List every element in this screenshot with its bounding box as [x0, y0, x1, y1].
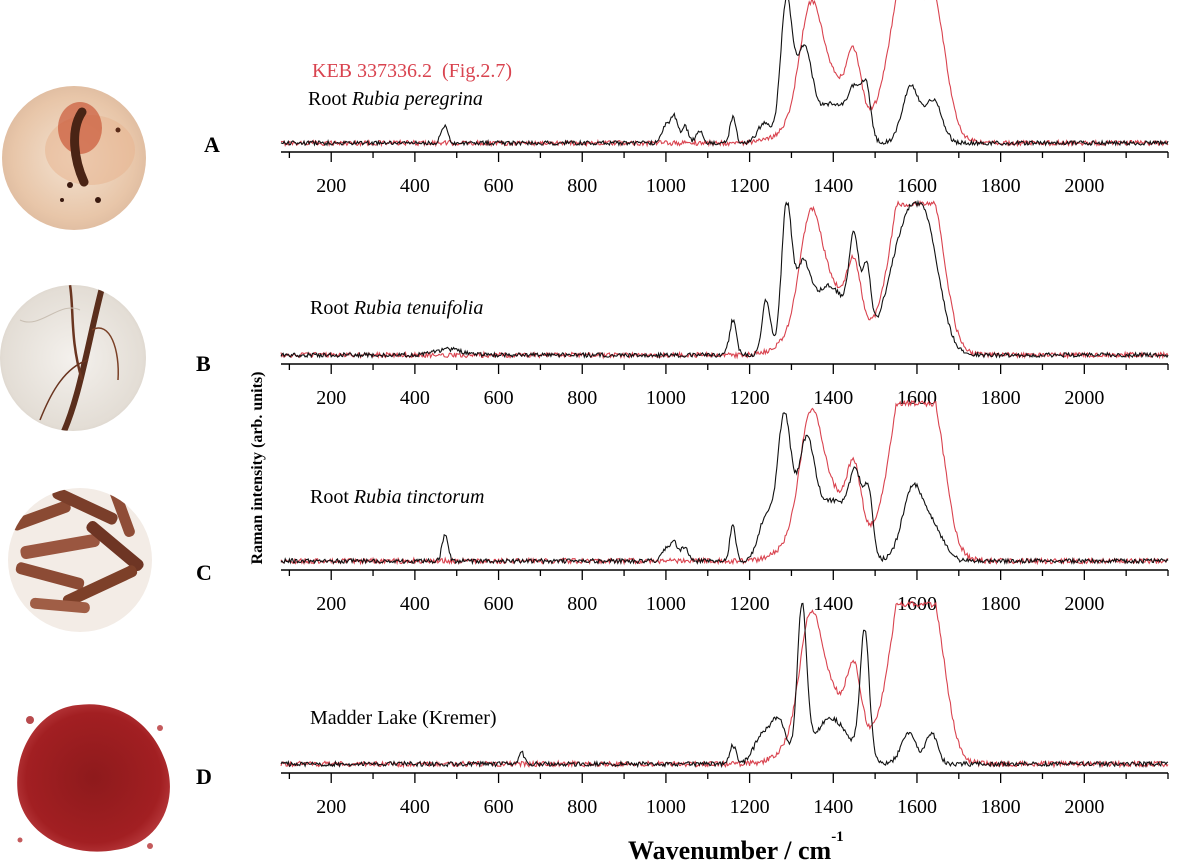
x-axis-label-text: Wavenumber / cm [628, 836, 832, 865]
panel-c-sample-trace [280, 399, 1169, 566]
panel-a-tick-label: 2000 [1064, 175, 1104, 197]
panel-b-tick-label: 2000 [1064, 387, 1104, 409]
panel-c-tick-label: 1600 [897, 593, 937, 615]
sample-legend-label: KEB 337336.2 (Fig.2.7) [312, 60, 512, 82]
panel-d-spectra [280, 601, 1169, 769]
panel-b-tick-label: 1000 [646, 387, 686, 409]
panel-a-tick-label: 400 [400, 175, 430, 197]
panel-d-annotation: Madder Lake (Kremer) [310, 707, 497, 729]
panel-d-tick-label: 1600 [897, 796, 937, 818]
panel-b-tick-label: 600 [484, 387, 514, 409]
panel-a-tick-label: 600 [484, 175, 514, 197]
panel-b-spectra [280, 199, 1169, 360]
panel-b-tick-label: 1200 [730, 387, 770, 409]
panel-d-tick-label: 1200 [730, 796, 770, 818]
photo-label-b: B [196, 351, 211, 376]
panel-b-tick-label: 800 [567, 387, 597, 409]
panel-a-reference-trace [280, 0, 1169, 147]
y-axis-label: Raman intensity (arb. units) [249, 372, 266, 565]
photo-c-detail [11, 488, 144, 614]
panel-c-tick-label: 1000 [646, 593, 686, 615]
panel-d-tick-label: 600 [484, 796, 514, 818]
photo-a-detail [45, 102, 135, 203]
panel-b-tick-label: 1400 [813, 387, 853, 409]
panel-b-ticks: 200 400 600 800 1000 1200 1400 1600 1800 2000 [288, 364, 1169, 409]
panel-a-tick-label: 1400 [813, 175, 853, 197]
panel-d-reference-trace [280, 602, 1169, 769]
panel-b-tick-label: 200 [316, 387, 346, 409]
panel-a-tick-label: 1200 [730, 175, 770, 197]
thin-dried-root-photo [0, 285, 146, 431]
panel-c-reference-trace [280, 412, 1169, 566]
panel-c-tick-label: 400 [400, 593, 430, 615]
panel-a: 200 400 600 800 1000 1200 1400 1600 1800 2000 Roo… [280, 0, 1169, 197]
panel-b-reference-trace [280, 199, 1169, 360]
photo-d [17, 704, 170, 852]
panel-c-spectra [280, 399, 1169, 566]
panel-d-tick-label: 2000 [1064, 796, 1104, 818]
panel-c-tick-label: 600 [484, 593, 514, 615]
panel-c-tick-label: 800 [567, 593, 597, 615]
panel-a-tick-label: 800 [567, 175, 597, 197]
panel-a-spectra [280, 0, 1169, 148]
panel-c-tick-label: 1800 [981, 593, 1021, 615]
panel-d-ticks: 200 400 600 800 1000 1200 1400 1600 1800 2000 [288, 773, 1169, 818]
photo-label-c: C [196, 560, 212, 585]
panel-b-annotation: Root Rubia tenuifolia [310, 297, 483, 319]
panel-d-tick-label: 800 [567, 796, 597, 818]
panel-b-tick-label: 400 [400, 387, 430, 409]
panel-c-annotation: Root Rubia tinctorum [310, 486, 484, 508]
panel-d-tick-label: 400 [400, 796, 430, 818]
photo-label-d: D [196, 764, 212, 789]
panel-d: 200 400 600 800 1000 1200 1400 1600 1800 2000 Mad… [280, 601, 1169, 818]
panel-b-sample-trace [280, 200, 1169, 360]
panel-c-tick-label: 1200 [730, 593, 770, 615]
x-axis-label: Wavenumber / cm-1 [628, 829, 844, 865]
panel-d-tick-label: 1400 [813, 796, 853, 818]
panel-b-tick-label: 1600 [897, 387, 937, 409]
photo-b [0, 285, 146, 431]
panel-b-annotation-prefix: Root [310, 297, 354, 319]
panel-c: 200 400 600 800 1000 1200 1400 1600 1800 2000 Roo… [280, 399, 1169, 615]
panel-c-tick-label: 200 [316, 593, 346, 615]
photo-a [2, 86, 146, 230]
photo-c [8, 488, 152, 632]
cut-root-pieces-photo [8, 488, 152, 632]
panel-d-tick-label: 1000 [646, 796, 686, 818]
panel-b-tick-label: 1800 [981, 387, 1021, 409]
panel-c-ticks: 200 400 600 800 1000 1200 1400 1600 1800 2000 [288, 570, 1169, 615]
x-axis-label-exponent: -1 [831, 829, 844, 845]
panel-d-tick-label: 1800 [981, 796, 1021, 818]
panel-a-tick-label: 1800 [981, 175, 1021, 197]
panel-a-tick-label: 200 [316, 175, 346, 197]
photo-label-a: A [204, 132, 220, 157]
panel-a-annotation: Root Rubia peregrina [308, 88, 483, 110]
panel-d-sample-trace [280, 601, 1169, 769]
panel-b: 200 400 600 800 1000 1200 1400 1600 1800 2000 Roo… [280, 199, 1169, 409]
photo-b-detail [19, 285, 119, 431]
panel-c-tick-label: 2000 [1064, 593, 1104, 615]
panel-a-tick-label: 1000 [646, 175, 686, 197]
panel-c-tick-label: 1400 [813, 593, 853, 615]
panel-a-annotation-prefix: Root [308, 88, 352, 110]
panel-c-annotation-prefix: Root [310, 486, 354, 508]
panel-d-annotation-prefix: Madder Lake (Kremer) [310, 707, 497, 729]
panel-c-annotation-species: Rubia tinctorum [353, 486, 485, 508]
panel-a-tick-label: 1600 [897, 175, 937, 197]
red-pigment-powder-photo [17, 704, 170, 852]
panel-b-annotation-species: Rubia tenuifolia [353, 297, 483, 319]
panel-a-ticks: 200 400 600 800 1000 1200 1400 1600 1800 2000 [288, 152, 1169, 197]
panel-a-annotation-species: Rubia peregrina [351, 88, 483, 110]
panel-d-tick-label: 200 [316, 796, 346, 818]
